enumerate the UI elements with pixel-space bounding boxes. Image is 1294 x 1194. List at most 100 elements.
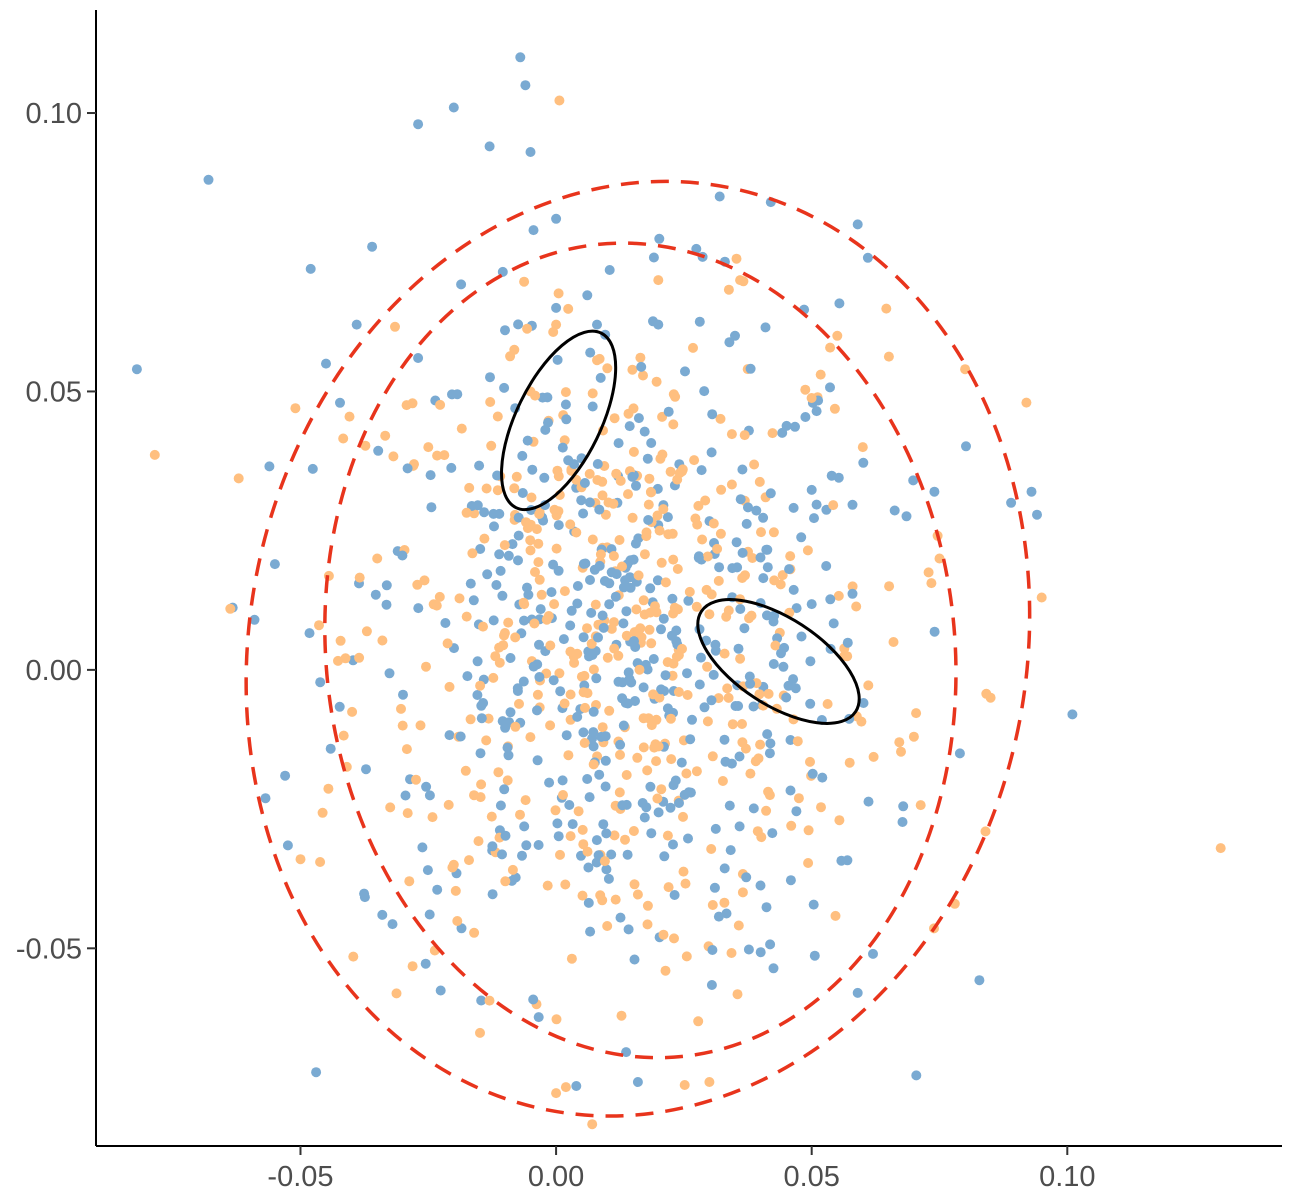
point-orange bbox=[644, 624, 655, 635]
point-orange bbox=[507, 864, 518, 875]
point-orange bbox=[391, 988, 402, 999]
point-orange bbox=[401, 744, 412, 755]
point-blue bbox=[131, 364, 142, 375]
point-orange bbox=[541, 614, 552, 625]
point-blue bbox=[779, 642, 790, 653]
point-orange bbox=[620, 834, 630, 845]
y-tick-label: 0.05 bbox=[26, 376, 82, 408]
point-blue bbox=[648, 252, 659, 263]
point-blue bbox=[807, 768, 818, 779]
point-blue bbox=[847, 499, 858, 510]
point-blue bbox=[551, 302, 562, 313]
point-orange bbox=[476, 779, 487, 790]
point-orange bbox=[752, 826, 763, 837]
point-blue bbox=[642, 453, 653, 464]
point-orange bbox=[926, 578, 937, 589]
point-orange bbox=[323, 783, 334, 794]
point-blue bbox=[761, 902, 772, 913]
point-orange bbox=[689, 455, 700, 466]
point-orange bbox=[602, 652, 613, 663]
point-orange bbox=[681, 768, 692, 779]
point-orange bbox=[805, 756, 815, 767]
point-orange bbox=[360, 440, 371, 451]
point-blue bbox=[656, 624, 666, 635]
point-blue bbox=[737, 464, 748, 475]
x-axis-ticks: -0.05 0.00 0.05 0.10 bbox=[267, 1146, 1096, 1193]
point-orange bbox=[579, 738, 590, 748]
point-orange bbox=[434, 591, 445, 602]
point-orange bbox=[464, 855, 474, 866]
point-orange bbox=[667, 528, 678, 539]
point-orange bbox=[565, 519, 576, 530]
point-blue bbox=[487, 841, 498, 852]
point-orange bbox=[549, 599, 560, 610]
point-orange bbox=[648, 689, 659, 700]
point-blue bbox=[260, 793, 271, 804]
point-orange bbox=[662, 657, 673, 668]
point-blue bbox=[741, 872, 752, 883]
point-blue bbox=[624, 421, 635, 432]
point-blue bbox=[858, 698, 869, 708]
point-blue bbox=[497, 716, 508, 727]
point-blue bbox=[387, 919, 398, 930]
point-orange bbox=[833, 590, 844, 601]
point-orange bbox=[361, 626, 372, 637]
point-blue bbox=[280, 770, 291, 781]
point-blue bbox=[617, 677, 628, 688]
point-orange bbox=[492, 485, 503, 496]
point-orange bbox=[629, 879, 640, 890]
point-orange bbox=[526, 492, 537, 503]
point-blue bbox=[522, 435, 533, 446]
point-blue bbox=[425, 470, 436, 481]
point-blue bbox=[587, 650, 598, 660]
point-orange bbox=[530, 390, 541, 401]
point-orange bbox=[672, 604, 683, 615]
point-blue bbox=[567, 819, 578, 830]
point-blue bbox=[788, 584, 799, 595]
point-blue bbox=[402, 463, 413, 474]
point-blue bbox=[646, 438, 657, 448]
point-blue bbox=[842, 637, 853, 648]
point-blue bbox=[744, 671, 755, 682]
point-blue bbox=[660, 670, 671, 681]
point-orange bbox=[484, 995, 495, 1006]
point-blue bbox=[400, 790, 411, 801]
point-blue bbox=[852, 219, 863, 230]
point-orange bbox=[499, 540, 510, 551]
point-blue bbox=[515, 52, 526, 63]
point-blue bbox=[485, 372, 495, 383]
point-orange bbox=[726, 479, 737, 490]
point-blue bbox=[282, 840, 293, 851]
point-blue bbox=[513, 512, 524, 523]
point-orange bbox=[657, 449, 668, 460]
point-orange bbox=[608, 498, 619, 509]
point-blue bbox=[741, 518, 752, 529]
point-orange bbox=[829, 403, 840, 414]
point-orange bbox=[704, 1077, 715, 1087]
point-orange bbox=[333, 655, 343, 666]
point-orange bbox=[464, 482, 475, 493]
point-blue bbox=[500, 325, 510, 336]
point-orange bbox=[641, 531, 652, 542]
point-orange bbox=[577, 824, 588, 835]
point-blue bbox=[492, 470, 503, 481]
point-orange bbox=[443, 799, 454, 810]
point-blue bbox=[662, 703, 673, 714]
point-blue bbox=[710, 823, 721, 834]
point-blue bbox=[767, 828, 778, 839]
point-orange bbox=[610, 894, 621, 905]
point-blue bbox=[811, 499, 822, 510]
point-orange bbox=[149, 449, 160, 460]
point-blue bbox=[687, 714, 697, 725]
point-blue bbox=[847, 588, 858, 599]
point-orange bbox=[678, 866, 689, 877]
point-orange bbox=[732, 989, 743, 1000]
point-orange bbox=[613, 650, 624, 661]
point-blue bbox=[476, 995, 487, 1006]
point-orange bbox=[554, 95, 565, 106]
point-blue bbox=[706, 447, 717, 458]
point-orange bbox=[442, 638, 453, 649]
point-orange bbox=[525, 732, 536, 743]
point-orange bbox=[475, 680, 486, 691]
point-orange bbox=[602, 921, 613, 931]
